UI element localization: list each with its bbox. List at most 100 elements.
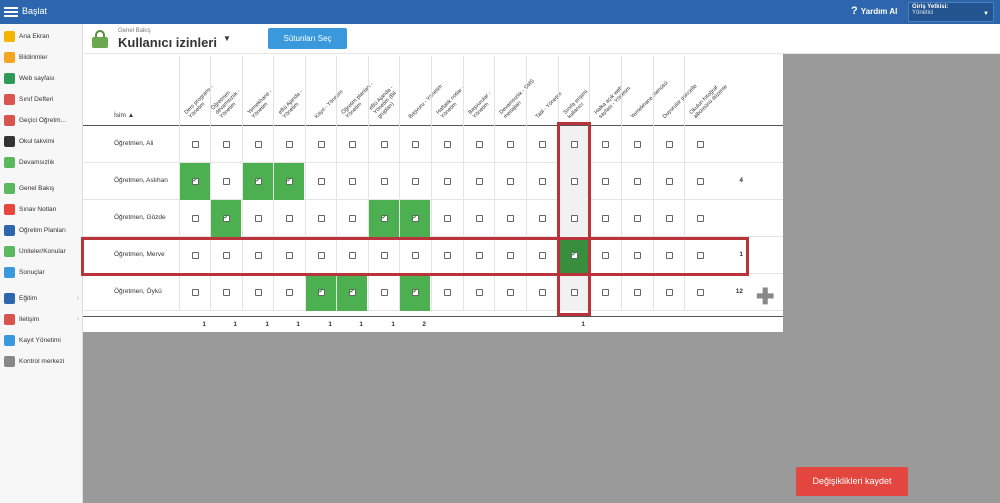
add-column-icon[interactable]: ✚ [756, 284, 775, 309]
checkbox[interactable] [348, 215, 356, 222]
checkbox[interactable] [506, 289, 514, 296]
checkbox[interactable] [696, 289, 704, 296]
sidebar-item[interactable]: Geçici Öğretm... [0, 111, 83, 129]
checkbox[interactable] [254, 252, 262, 259]
hamburger-menu-icon[interactable] [4, 5, 18, 19]
checkbox[interactable] [506, 215, 514, 222]
checkbox[interactable] [475, 289, 483, 296]
save-changes-button[interactable]: Değişiklikleri kaydet [796, 467, 908, 496]
checkbox[interactable] [633, 141, 641, 148]
sidebar-item[interactable]: Öğretim Planları [0, 221, 83, 239]
checkbox[interactable] [475, 215, 483, 222]
checkbox[interactable] [285, 289, 293, 296]
checked-checkbox[interactable]: ✔ [222, 215, 230, 222]
checkbox[interactable] [443, 215, 451, 222]
checkbox[interactable] [443, 141, 451, 148]
checkbox[interactable] [538, 289, 546, 296]
checked-checkbox[interactable]: ✔ [380, 215, 388, 222]
sidebar-item[interactable]: Okul takvimi [0, 132, 83, 150]
checked-checkbox[interactable]: ✔ [254, 178, 262, 185]
checkbox[interactable] [538, 215, 546, 222]
title-dropdown-icon[interactable]: ▼ [223, 34, 231, 43]
checkbox[interactable] [411, 178, 419, 185]
checkbox[interactable] [665, 178, 673, 185]
checkbox[interactable] [665, 252, 673, 259]
checked-checkbox[interactable]: ✔ [411, 215, 419, 222]
checkbox[interactable] [696, 178, 704, 185]
sidebar-item[interactable]: Bildirimler [0, 48, 83, 66]
checkbox[interactable] [696, 252, 704, 259]
checkbox[interactable] [348, 178, 356, 185]
checkbox[interactable] [601, 215, 609, 222]
checkbox[interactable] [665, 289, 673, 296]
checkbox[interactable] [601, 289, 609, 296]
checkbox[interactable] [570, 289, 578, 296]
checkbox[interactable] [475, 252, 483, 259]
sidebar-item[interactable]: Web sayfası [0, 69, 83, 87]
checkbox[interactable] [191, 252, 199, 259]
checked-checkbox[interactable]: ✔ [191, 178, 199, 185]
checkbox[interactable] [443, 289, 451, 296]
checkbox[interactable] [317, 252, 325, 259]
checkbox[interactable] [601, 141, 609, 148]
checkbox[interactable] [348, 141, 356, 148]
checkbox[interactable] [475, 178, 483, 185]
sidebar-item[interactable]: Sonuçlar [0, 263, 83, 281]
checkbox[interactable] [601, 178, 609, 185]
checkbox[interactable] [380, 141, 388, 148]
checkbox[interactable] [443, 178, 451, 185]
checkbox[interactable] [506, 252, 514, 259]
checkbox[interactable] [696, 141, 704, 148]
checkbox[interactable] [191, 289, 199, 296]
checkbox[interactable] [506, 178, 514, 185]
checkbox[interactable] [380, 252, 388, 259]
start-label[interactable]: Başlat [22, 6, 48, 16]
checkbox[interactable] [633, 178, 641, 185]
checkbox[interactable] [191, 215, 199, 222]
checkbox[interactable] [222, 178, 230, 185]
checkbox[interactable] [633, 252, 641, 259]
checkbox[interactable] [538, 141, 546, 148]
checkbox[interactable] [538, 178, 546, 185]
checked-checkbox[interactable]: ✔ [348, 289, 356, 296]
checkbox[interactable] [570, 215, 578, 222]
checkbox[interactable] [254, 215, 262, 222]
checkbox[interactable] [475, 141, 483, 148]
checkbox[interactable] [380, 289, 388, 296]
checkbox[interactable] [570, 178, 578, 185]
sidebar-item[interactable]: Sınıf Defteri [0, 90, 83, 108]
sidebar-item[interactable]: Devamsızlık [0, 153, 83, 171]
checkbox[interactable] [633, 289, 641, 296]
breadcrumb[interactable]: Genel Bakış [118, 28, 151, 34]
checked-checkbox[interactable]: ✔ [285, 178, 293, 185]
checkbox[interactable] [317, 178, 325, 185]
help-link[interactable]: ? Yardım Al [851, 5, 898, 17]
checkbox[interactable] [696, 215, 704, 222]
role-select[interactable]: Giriş Yetkisi: Yönetici ▼ [908, 2, 994, 22]
sidebar-item[interactable]: Genel Bakış [0, 179, 83, 197]
checkbox[interactable] [285, 215, 293, 222]
checkbox[interactable] [222, 289, 230, 296]
checked-checkbox[interactable]: ✔ [570, 252, 578, 259]
checkbox[interactable] [633, 215, 641, 222]
checkbox[interactable] [254, 289, 262, 296]
checkbox[interactable] [506, 141, 514, 148]
sidebar-item[interactable]: Kayıt Yönetimi [0, 331, 83, 349]
select-columns-button[interactable]: Sütunları Seç [268, 28, 347, 49]
checkbox[interactable] [222, 141, 230, 148]
sidebar-item[interactable]: Kontrol merkezi [0, 352, 83, 370]
checked-checkbox[interactable]: ✔ [411, 289, 419, 296]
checkbox[interactable] [317, 215, 325, 222]
checkbox[interactable] [665, 215, 673, 222]
checkbox[interactable] [191, 141, 199, 148]
checkbox[interactable] [601, 252, 609, 259]
checked-checkbox[interactable]: ✔ [317, 289, 325, 296]
checkbox[interactable] [285, 141, 293, 148]
checkbox[interactable] [665, 141, 673, 148]
sidebar-item[interactable]: Eğitim › [0, 289, 83, 307]
sidebar-item[interactable]: Ana Ekran [0, 27, 83, 45]
checkbox[interactable] [411, 252, 419, 259]
name-column-header[interactable]: İsim ▲ [114, 112, 135, 119]
checkbox[interactable] [380, 178, 388, 185]
checkbox[interactable] [254, 141, 262, 148]
